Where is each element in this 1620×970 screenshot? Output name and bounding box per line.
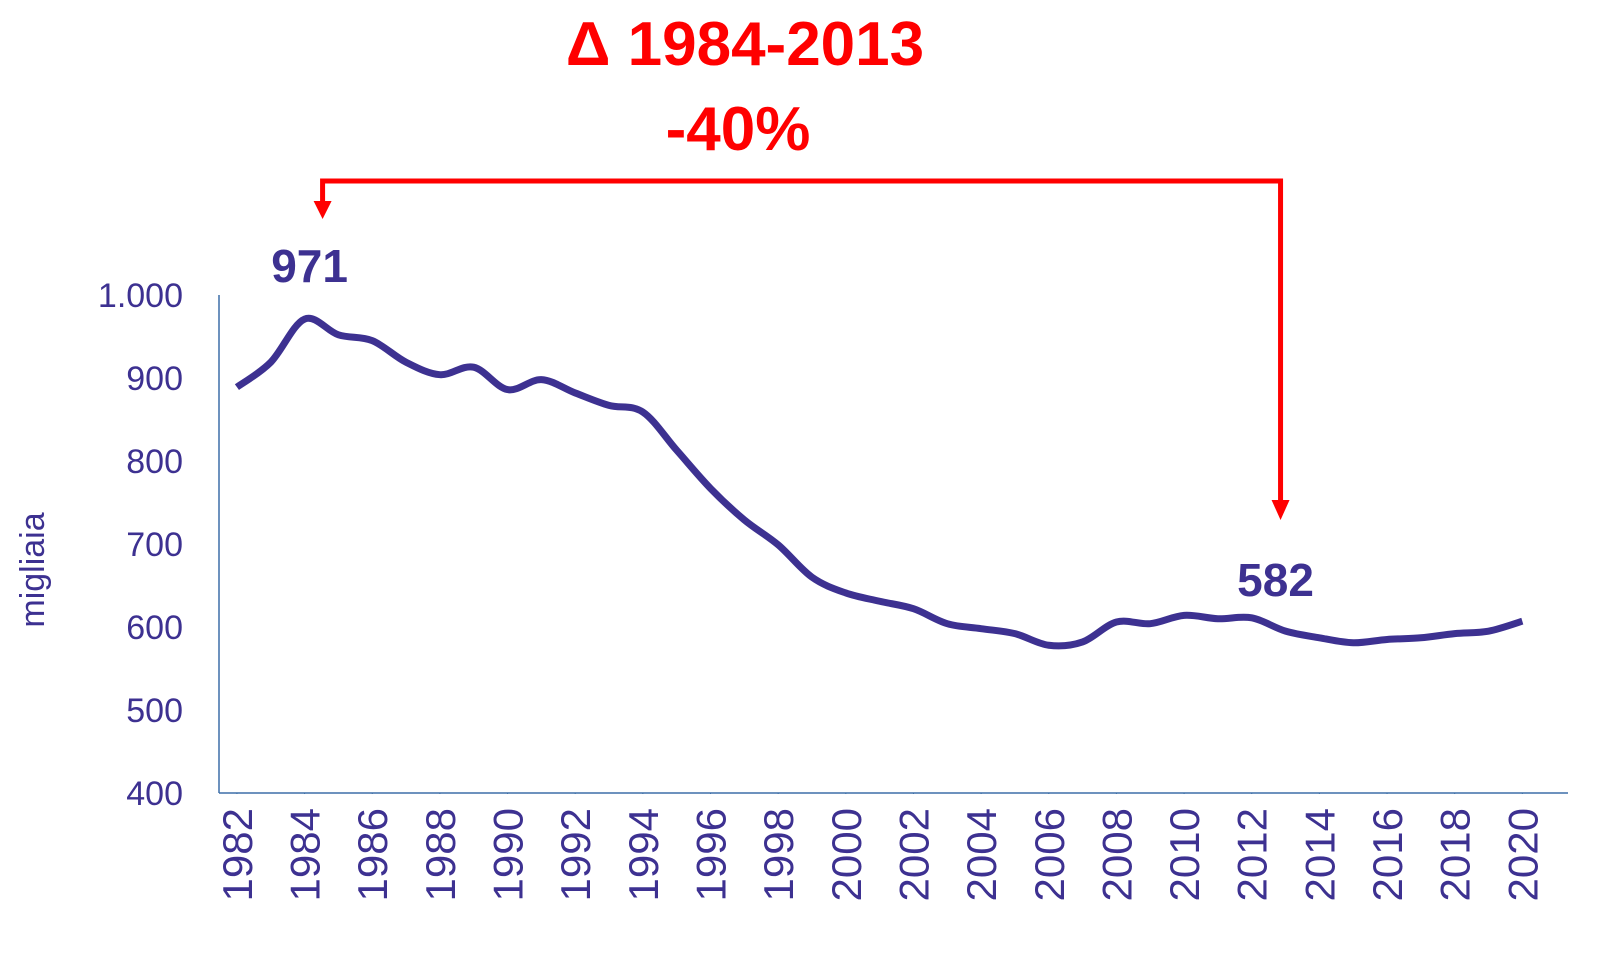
chart-subtitle: -40% (666, 95, 811, 164)
y-tick-label: 1.000 (98, 277, 183, 315)
annotation-label: 971 (271, 240, 348, 292)
x-tick-label: 2008 (1093, 808, 1140, 901)
x-tick-label: 2016 (1364, 808, 1411, 901)
x-tick-label: 1998 (755, 808, 802, 901)
y-tick-label: 500 (126, 692, 183, 730)
x-tick-label: 2020 (1499, 808, 1546, 901)
x-tick-label: 2010 (1161, 808, 1208, 901)
x-tick-label: 2000 (823, 808, 870, 901)
x-tick-label: 1996 (687, 808, 734, 901)
bracket (320, 178, 1284, 500)
x-tick-label: 1992 (552, 808, 599, 901)
annotation-label: 582 (1237, 554, 1314, 606)
x-tick-label: 2006 (1026, 808, 1073, 901)
x-tick-label: 2018 (1432, 808, 1479, 901)
x-tick-label: 1994 (620, 808, 667, 901)
x-tick-label: 2014 (1296, 808, 1343, 901)
x-tick-label: 2004 (958, 808, 1005, 901)
x-tick-label: 2002 (890, 808, 937, 901)
chart-title: Δ 1984-2013 (566, 10, 924, 79)
x-tick-label: 1984 (282, 808, 329, 901)
y-tick-label: 400 (126, 775, 183, 813)
arrow-head (313, 201, 332, 219)
y-tick-label: 900 (126, 360, 183, 398)
x-tick-label: 1982 (214, 808, 261, 901)
x-tick-label: 1986 (349, 808, 396, 901)
y-tick-label: 700 (126, 526, 183, 564)
arrow-head (1271, 500, 1290, 520)
y-axis-label: migliaia (14, 512, 52, 627)
x-tick-label: 1988 (417, 808, 464, 901)
data-line (234, 314, 1524, 650)
y-tick-label: 600 (126, 609, 183, 647)
y-tick-label: 800 (126, 443, 183, 481)
x-tick-label: 2012 (1229, 808, 1276, 901)
x-tick-label: 1990 (485, 808, 532, 901)
